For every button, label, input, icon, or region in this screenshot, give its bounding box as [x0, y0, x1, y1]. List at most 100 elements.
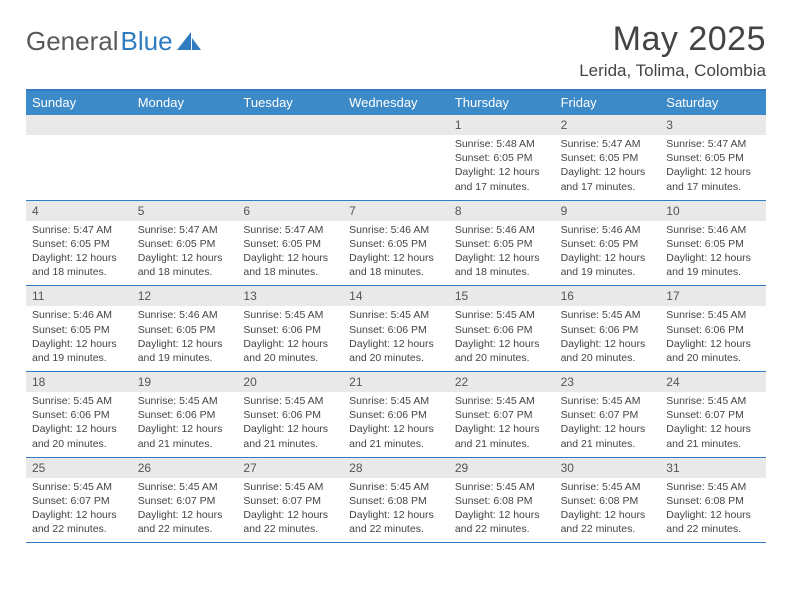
logo-text-1: General: [26, 26, 119, 57]
weekday-friday: Friday: [555, 91, 661, 115]
daylight-text: Daylight: 12 hours and 22 minutes.: [455, 508, 549, 536]
day-number: 20: [237, 372, 343, 392]
day-data: Sunrise: 5:45 AMSunset: 6:06 PMDaylight:…: [343, 392, 449, 457]
day-data: Sunrise: 5:45 AMSunset: 6:06 PMDaylight:…: [237, 306, 343, 371]
day-data: Sunrise: 5:46 AMSunset: 6:05 PMDaylight:…: [660, 221, 766, 286]
day-number: 13: [237, 286, 343, 306]
sunrise-text: Sunrise: 5:46 AM: [666, 223, 760, 237]
day-data: Sunrise: 5:45 AMSunset: 6:06 PMDaylight:…: [660, 306, 766, 371]
sunset-text: Sunset: 6:08 PM: [561, 494, 655, 508]
daylight-text: Daylight: 12 hours and 18 minutes.: [349, 251, 443, 279]
sunset-text: Sunset: 6:06 PM: [243, 323, 337, 337]
week-row: 25262728293031Sunrise: 5:45 AMSunset: 6:…: [26, 458, 766, 544]
logo-sail-icon: [177, 32, 203, 52]
sunset-text: Sunset: 6:07 PM: [32, 494, 126, 508]
weekday-wednesday: Wednesday: [343, 91, 449, 115]
sunset-text: Sunset: 6:05 PM: [561, 151, 655, 165]
day-data: Sunrise: 5:45 AMSunset: 6:07 PMDaylight:…: [660, 392, 766, 457]
calendar-grid: SundayMondayTuesdayWednesdayThursdayFrid…: [26, 89, 766, 543]
daylight-text: Daylight: 12 hours and 21 minutes.: [349, 422, 443, 450]
daylight-text: Daylight: 12 hours and 18 minutes.: [138, 251, 232, 279]
daylight-text: Daylight: 12 hours and 22 minutes.: [138, 508, 232, 536]
weekday-monday: Monday: [132, 91, 238, 115]
daylight-text: Daylight: 12 hours and 20 minutes.: [32, 422, 126, 450]
daylight-text: Daylight: 12 hours and 17 minutes.: [561, 165, 655, 193]
weekday-header-row: SundayMondayTuesdayWednesdayThursdayFrid…: [26, 91, 766, 115]
day-data: [237, 135, 343, 200]
sunrise-text: Sunrise: 5:47 AM: [666, 137, 760, 151]
day-number: [132, 115, 238, 135]
sunset-text: Sunset: 6:06 PM: [138, 408, 232, 422]
daylight-text: Daylight: 12 hours and 19 minutes.: [561, 251, 655, 279]
daylight-text: Daylight: 12 hours and 17 minutes.: [666, 165, 760, 193]
sunrise-text: Sunrise: 5:46 AM: [138, 308, 232, 322]
sunset-text: Sunset: 6:05 PM: [138, 323, 232, 337]
sunrise-text: Sunrise: 5:45 AM: [243, 394, 337, 408]
day-number: 24: [660, 372, 766, 392]
day-data: Sunrise: 5:46 AMSunset: 6:05 PMDaylight:…: [449, 221, 555, 286]
day-number: 25: [26, 458, 132, 478]
sunset-text: Sunset: 6:05 PM: [666, 151, 760, 165]
daylight-text: Daylight: 12 hours and 18 minutes.: [32, 251, 126, 279]
sunset-text: Sunset: 6:05 PM: [138, 237, 232, 251]
day-number: 19: [132, 372, 238, 392]
sunrise-text: Sunrise: 5:47 AM: [243, 223, 337, 237]
day-data: Sunrise: 5:45 AMSunset: 6:06 PMDaylight:…: [449, 306, 555, 371]
daylight-text: Daylight: 12 hours and 17 minutes.: [455, 165, 549, 193]
day-data: Sunrise: 5:46 AMSunset: 6:05 PMDaylight:…: [132, 306, 238, 371]
weekday-thursday: Thursday: [449, 91, 555, 115]
title-block: May 2025 Lerida, Tolima, Colombia: [579, 20, 766, 81]
daylight-text: Daylight: 12 hours and 20 minutes.: [561, 337, 655, 365]
day-number: 21: [343, 372, 449, 392]
sunset-text: Sunset: 6:05 PM: [243, 237, 337, 251]
sunset-text: Sunset: 6:07 PM: [455, 408, 549, 422]
daylight-text: Daylight: 12 hours and 22 minutes.: [561, 508, 655, 536]
daylight-text: Daylight: 12 hours and 22 minutes.: [666, 508, 760, 536]
sunrise-text: Sunrise: 5:45 AM: [666, 480, 760, 494]
day-data: [26, 135, 132, 200]
sunrise-text: Sunrise: 5:45 AM: [32, 480, 126, 494]
day-data: Sunrise: 5:45 AMSunset: 6:06 PMDaylight:…: [132, 392, 238, 457]
day-data: Sunrise: 5:45 AMSunset: 6:07 PMDaylight:…: [132, 478, 238, 543]
daylight-text: Daylight: 12 hours and 21 minutes.: [455, 422, 549, 450]
sunrise-text: Sunrise: 5:47 AM: [561, 137, 655, 151]
day-data: Sunrise: 5:45 AMSunset: 6:06 PMDaylight:…: [237, 392, 343, 457]
daylight-text: Daylight: 12 hours and 22 minutes.: [243, 508, 337, 536]
day-number: 7: [343, 201, 449, 221]
day-data: Sunrise: 5:46 AMSunset: 6:05 PMDaylight:…: [26, 306, 132, 371]
sunrise-text: Sunrise: 5:45 AM: [138, 480, 232, 494]
sunrise-text: Sunrise: 5:45 AM: [349, 308, 443, 322]
header: GeneralBlue May 2025 Lerida, Tolima, Col…: [26, 20, 766, 81]
sunset-text: Sunset: 6:06 PM: [349, 323, 443, 337]
sunset-text: Sunset: 6:07 PM: [666, 408, 760, 422]
daylight-text: Daylight: 12 hours and 22 minutes.: [32, 508, 126, 536]
day-data: Sunrise: 5:45 AMSunset: 6:07 PMDaylight:…: [449, 392, 555, 457]
day-number: 22: [449, 372, 555, 392]
week-row: 11121314151617Sunrise: 5:46 AMSunset: 6:…: [26, 286, 766, 372]
day-number: 6: [237, 201, 343, 221]
day-data: Sunrise: 5:45 AMSunset: 6:06 PMDaylight:…: [555, 306, 661, 371]
day-number: 16: [555, 286, 661, 306]
sunrise-text: Sunrise: 5:45 AM: [561, 480, 655, 494]
day-data: Sunrise: 5:45 AMSunset: 6:07 PMDaylight:…: [555, 392, 661, 457]
logo-text-2: Blue: [121, 26, 173, 57]
sunrise-text: Sunrise: 5:45 AM: [455, 394, 549, 408]
sunset-text: Sunset: 6:06 PM: [243, 408, 337, 422]
day-data: [132, 135, 238, 200]
day-number: 9: [555, 201, 661, 221]
sunrise-text: Sunrise: 5:45 AM: [666, 308, 760, 322]
week-row: 45678910Sunrise: 5:47 AMSunset: 6:05 PMD…: [26, 201, 766, 287]
day-number: 28: [343, 458, 449, 478]
weeks-container: 123Sunrise: 5:48 AMSunset: 6:05 PMDaylig…: [26, 115, 766, 543]
sunset-text: Sunset: 6:05 PM: [32, 323, 126, 337]
daylight-text: Daylight: 12 hours and 19 minutes.: [666, 251, 760, 279]
weekday-tuesday: Tuesday: [237, 91, 343, 115]
day-data: Sunrise: 5:47 AMSunset: 6:05 PMDaylight:…: [660, 135, 766, 200]
day-data: Sunrise: 5:47 AMSunset: 6:05 PMDaylight:…: [26, 221, 132, 286]
day-number: 5: [132, 201, 238, 221]
day-number: 27: [237, 458, 343, 478]
sunset-text: Sunset: 6:05 PM: [349, 237, 443, 251]
sunset-text: Sunset: 6:07 PM: [243, 494, 337, 508]
sunrise-text: Sunrise: 5:46 AM: [32, 308, 126, 322]
day-data: [343, 135, 449, 200]
